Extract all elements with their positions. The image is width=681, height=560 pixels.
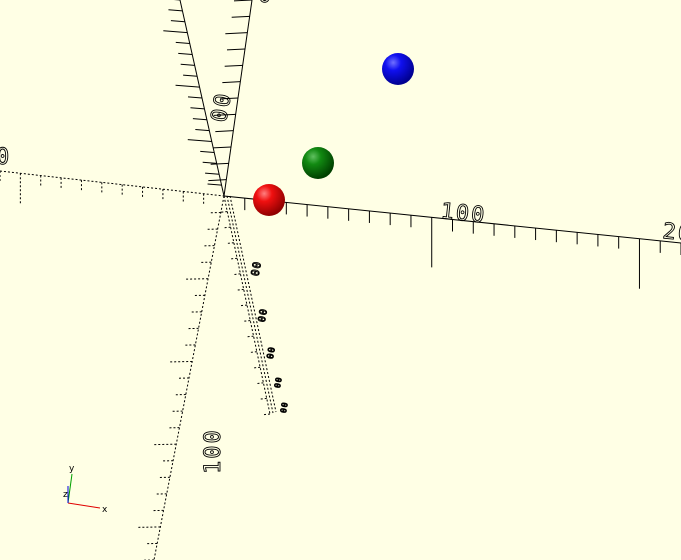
y-near-label-2: 00 xyxy=(257,307,270,323)
y-axis-label-upper: 00 xyxy=(207,90,237,124)
tick-mark xyxy=(208,179,227,182)
x-axis-label-200: 20 xyxy=(661,219,681,247)
tick-mark xyxy=(183,74,198,77)
tick-mark xyxy=(190,107,205,110)
tick-mark xyxy=(170,20,185,23)
tick-mark xyxy=(237,288,244,291)
tick-mark xyxy=(219,97,239,100)
x-axis-negative xyxy=(0,170,225,197)
y-axis-negative-ticks xyxy=(221,211,271,416)
tick-mark xyxy=(213,113,236,116)
tick-mark xyxy=(233,0,253,2)
tick-mark xyxy=(263,413,271,416)
tick-mark xyxy=(168,9,183,12)
axes-gizmo: x y z xyxy=(63,464,108,515)
tick-mark xyxy=(200,150,215,153)
tick-mark xyxy=(224,226,231,229)
z-axis-label-top: 0 xyxy=(258,0,273,8)
tick-mark xyxy=(254,366,261,369)
gizmo-z-label: z xyxy=(63,490,68,500)
tick-mark xyxy=(192,118,207,121)
gizmo-x-axis xyxy=(67,502,101,509)
tick-mark xyxy=(227,242,234,244)
tick-mark xyxy=(187,139,212,143)
tick-mark xyxy=(231,257,238,260)
x-axis-label-negative: 0 xyxy=(0,145,11,170)
tick-mark xyxy=(225,32,248,35)
tick-mark xyxy=(178,52,193,55)
gizmo-y-axis xyxy=(67,473,73,504)
z-axis-negative-ticks xyxy=(138,212,221,560)
x-axis-label-100: 100 xyxy=(439,199,487,229)
tick-mark xyxy=(215,130,234,133)
tick-mark xyxy=(226,48,246,51)
tick-mark xyxy=(234,273,241,275)
tick-mark xyxy=(222,81,241,84)
x-axis-negative-ticks xyxy=(0,171,205,204)
tick-mark xyxy=(180,63,195,66)
green-sphere[interactable] xyxy=(302,147,334,179)
tick-mark xyxy=(221,211,228,213)
red-sphere[interactable] xyxy=(253,184,285,216)
tick-mark xyxy=(231,15,250,18)
tick-mark xyxy=(210,162,229,165)
y-near-label-4: 00 xyxy=(273,376,284,389)
y-near-label-3: 00 xyxy=(266,346,278,360)
tick-mark xyxy=(224,64,243,67)
tick-mark xyxy=(175,84,200,88)
y-axis-label-lower: 100 xyxy=(201,428,226,474)
tick-mark xyxy=(207,183,222,186)
tick-mark xyxy=(163,30,188,34)
gizmo-y-label: y xyxy=(69,464,75,474)
gizmo-x-label: x xyxy=(102,505,108,515)
tick-mark xyxy=(187,96,203,99)
y-axis-negative xyxy=(223,195,277,415)
tick-mark xyxy=(257,382,264,384)
tick-mark xyxy=(212,146,232,149)
tick-mark xyxy=(260,397,267,400)
tick-mark xyxy=(205,172,220,175)
x-axis-positive-ticks xyxy=(244,198,681,289)
tick-mark xyxy=(202,161,217,164)
tick-mark xyxy=(195,129,210,132)
blue-sphere[interactable] xyxy=(382,53,414,85)
tick-mark xyxy=(175,41,190,45)
z-axis-positive-ticks xyxy=(208,0,253,182)
tick-mark xyxy=(250,351,257,353)
y-near-label-5: 00 xyxy=(279,401,290,414)
y-axis-positive-ticks xyxy=(163,0,222,186)
tick-mark xyxy=(240,304,248,307)
tick-mark xyxy=(247,335,254,338)
y-near-label-1: 00 xyxy=(249,260,264,277)
tick-mark xyxy=(244,320,251,322)
